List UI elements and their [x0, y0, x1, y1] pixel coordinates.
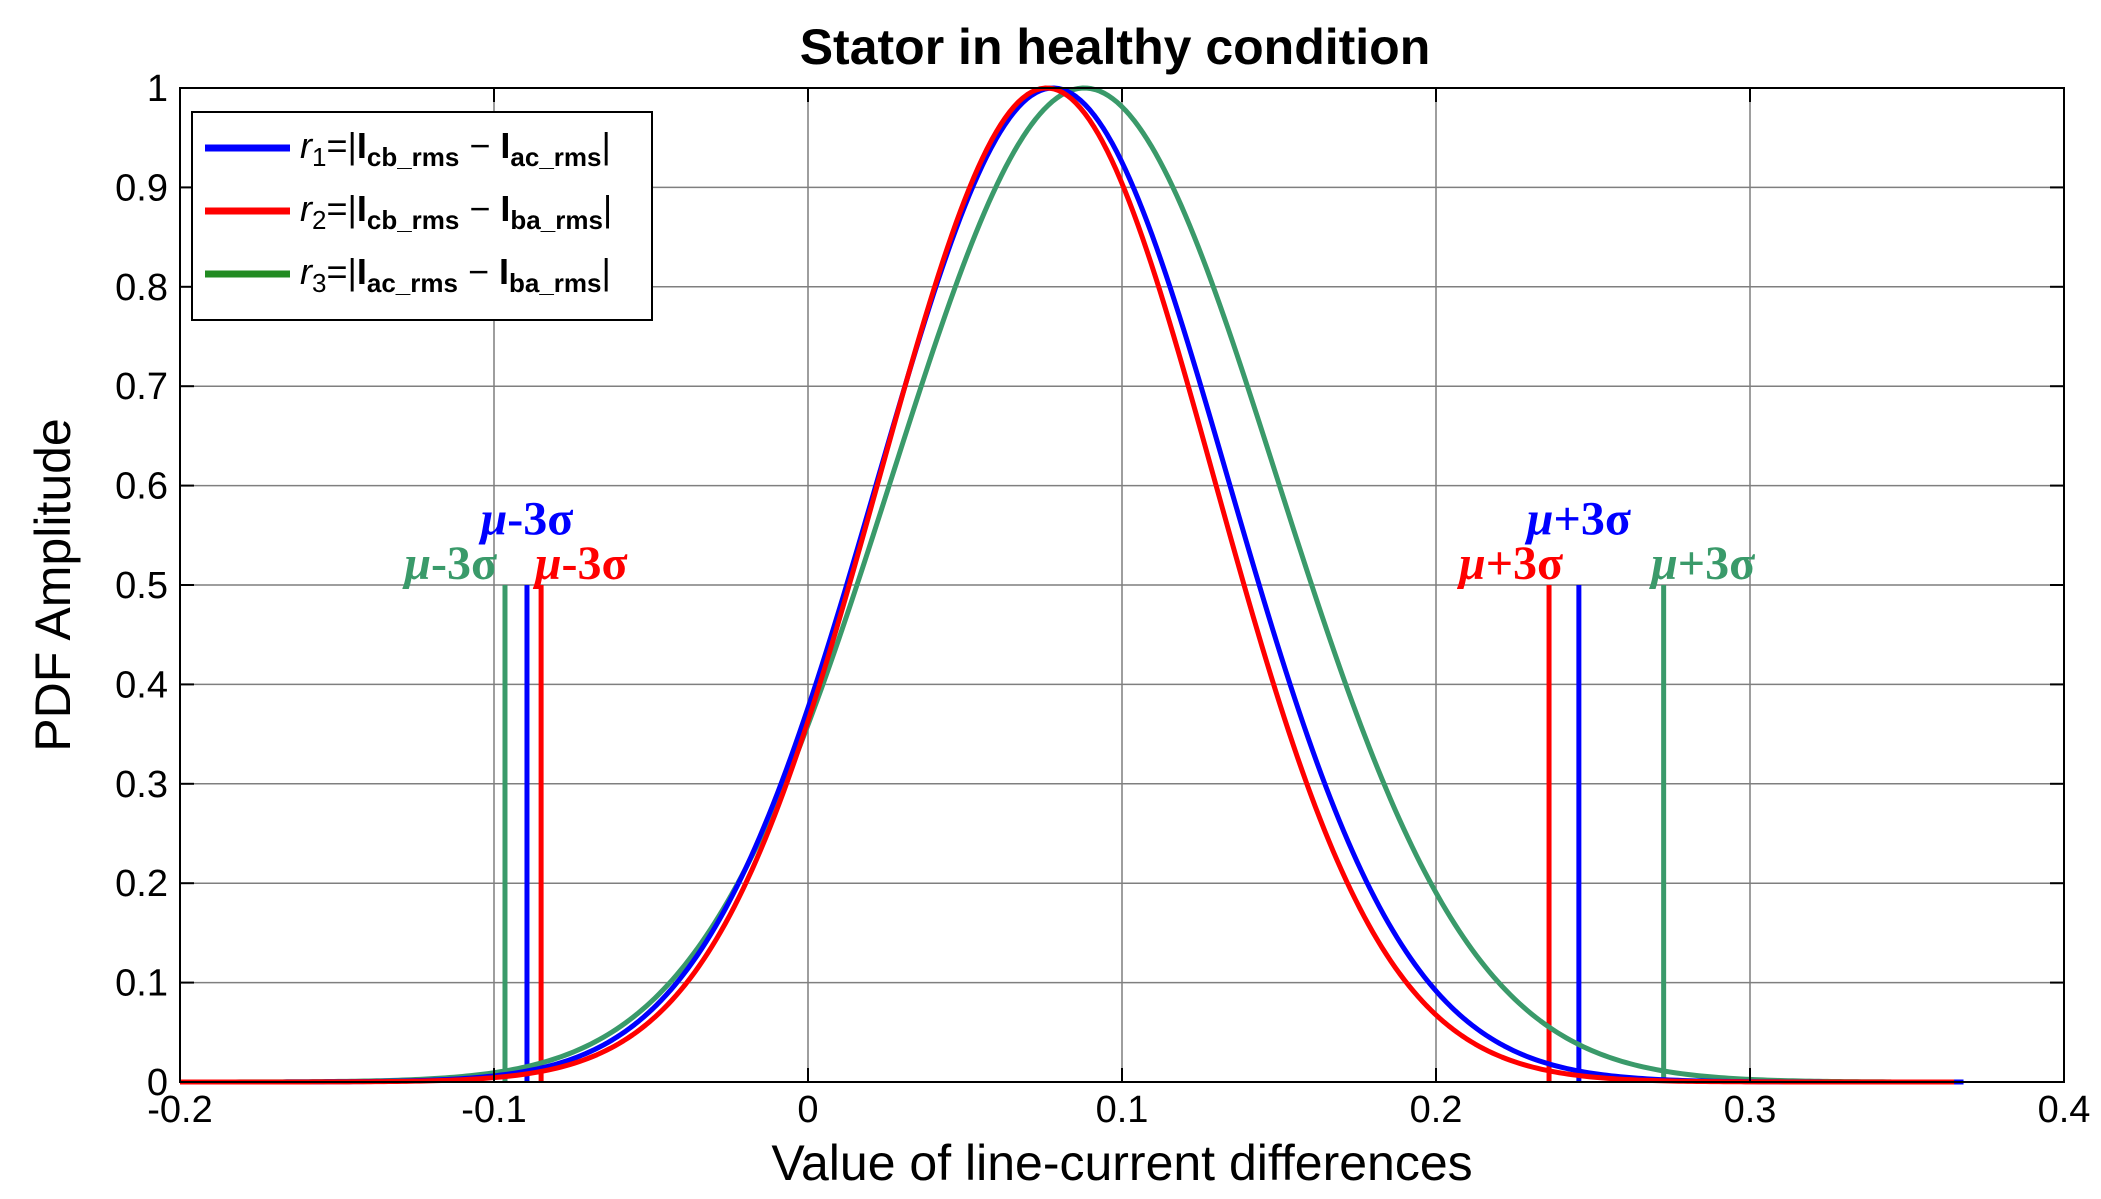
mu-symbol: μ [532, 537, 562, 590]
sigma-text: -3σ [562, 537, 628, 590]
y-tick-label: 0.6 [115, 466, 168, 508]
x-tick-label: -0.1 [461, 1089, 526, 1131]
mu-symbol: μ [1456, 537, 1486, 590]
legend-text-part: ba_rms [509, 268, 602, 298]
legend-text-part: =| [326, 188, 356, 229]
y-tick-label: 0.4 [115, 664, 168, 706]
legend-text-part: r [300, 125, 314, 166]
chart-title: Stator in healthy condition [800, 19, 1431, 75]
legend-text-part: I [499, 251, 509, 292]
y-tick-label: 0.3 [115, 764, 168, 806]
legend-text-part: − [459, 125, 500, 166]
x-tick-label: 0.2 [1410, 1089, 1463, 1131]
y-tick-label: 0.9 [115, 167, 168, 209]
x-tick-label: -0.2 [147, 1089, 212, 1131]
y-tick-label: 0.8 [115, 267, 168, 309]
legend-text-part: I [500, 125, 510, 166]
sigma-annotation-1: μ-3σ [478, 492, 574, 545]
sigma-text: +3σ [1486, 537, 1563, 590]
legend-label-r2: r2=|Icb_rms − Iba_rms| [300, 188, 612, 235]
legend-text-part: | [601, 125, 610, 166]
y-tick-label: 1 [147, 68, 168, 110]
sigma-annotation-5: μ+3σ [1456, 537, 1563, 590]
mu-symbol: μ [1524, 492, 1554, 545]
series-line-r2 [180, 85, 1955, 1085]
x-axis-title: Value of line-current differences [771, 1135, 1472, 1191]
x-tick-label: 0 [797, 1089, 818, 1131]
legend-text-part: I [357, 251, 367, 292]
legend-text-part: − [459, 188, 500, 229]
legend-text-part: | [603, 188, 612, 229]
legend-text-part: I [500, 188, 510, 229]
legend-text-part: I [357, 125, 367, 166]
mu-symbol: μ [478, 492, 508, 545]
legend-text-part: | [601, 251, 610, 292]
sigma-text: +3σ [1678, 537, 1755, 590]
y-tick-label: 0.1 [115, 963, 168, 1005]
legend-text-part: 3 [312, 268, 326, 298]
sigma-annotation-4: μ+3σ [1524, 492, 1631, 545]
legend-text-part: ba_rms [510, 205, 603, 235]
legend-text-part: 1 [312, 142, 326, 172]
legend-text-part: − [458, 251, 499, 292]
mu-symbol: μ [1648, 537, 1678, 590]
pdf-curves [180, 85, 1964, 1085]
legend: r1=|Icb_rms − Iac_rms|r2=|Icb_rms − Iba_… [191, 111, 653, 321]
legend-text-part: ac_rms [510, 142, 601, 172]
x-tick-label: 0.3 [1724, 1089, 1777, 1131]
sigma-text: -3σ [507, 492, 573, 545]
legend-text-part: =| [326, 251, 356, 292]
y-tick-label: 0.5 [115, 565, 168, 607]
sigma-annotation-2: μ-3σ [401, 537, 497, 590]
sigma-markers [502, 585, 1667, 1082]
mu-symbol: μ [401, 537, 431, 590]
x-tick-label: 0.1 [1096, 1089, 1149, 1131]
y-tick-label: 0.2 [115, 863, 168, 905]
sigma-annotation-3: μ-3σ [532, 537, 628, 590]
x-tick-label: 0.4 [2038, 1089, 2091, 1131]
legend-text-part: I [357, 188, 367, 229]
legend-label-r3: r3=|Iac_rms − Iba_rms| [300, 251, 611, 298]
legend-text-part: r [300, 188, 314, 229]
legend-text-part: 2 [312, 205, 326, 235]
axis-ticks: -0.2 -0.1 0 0.1 0.2 0.3 0.4 0 0.1 0.2 0.3 0.4 0.5 0.6… [115, 68, 2090, 1131]
sigma-annotation-6: μ+3σ [1648, 537, 1755, 590]
y-tick-label: 0.7 [115, 366, 168, 408]
sigma-annotations: μ-3σμ-3σ μ-3σμ+3σμ+3σ μ+3σ [401, 492, 1755, 590]
legend-text-part: cb_rms [367, 142, 460, 172]
legend-text-part: cb_rms [367, 205, 460, 235]
y-tick-label: 0 [147, 1062, 168, 1104]
y-axis-title: PDF Amplitude [25, 418, 81, 751]
legend-label-r1: r1=|Icb_rms − Iac_rms| [300, 125, 611, 172]
legend-text-part: =| [326, 125, 356, 166]
legend-text-part: ac_rms [367, 268, 458, 298]
sigma-text: +3σ [1553, 492, 1630, 545]
legend-text-part: r [300, 251, 314, 292]
sigma-text: -3σ [431, 537, 497, 590]
